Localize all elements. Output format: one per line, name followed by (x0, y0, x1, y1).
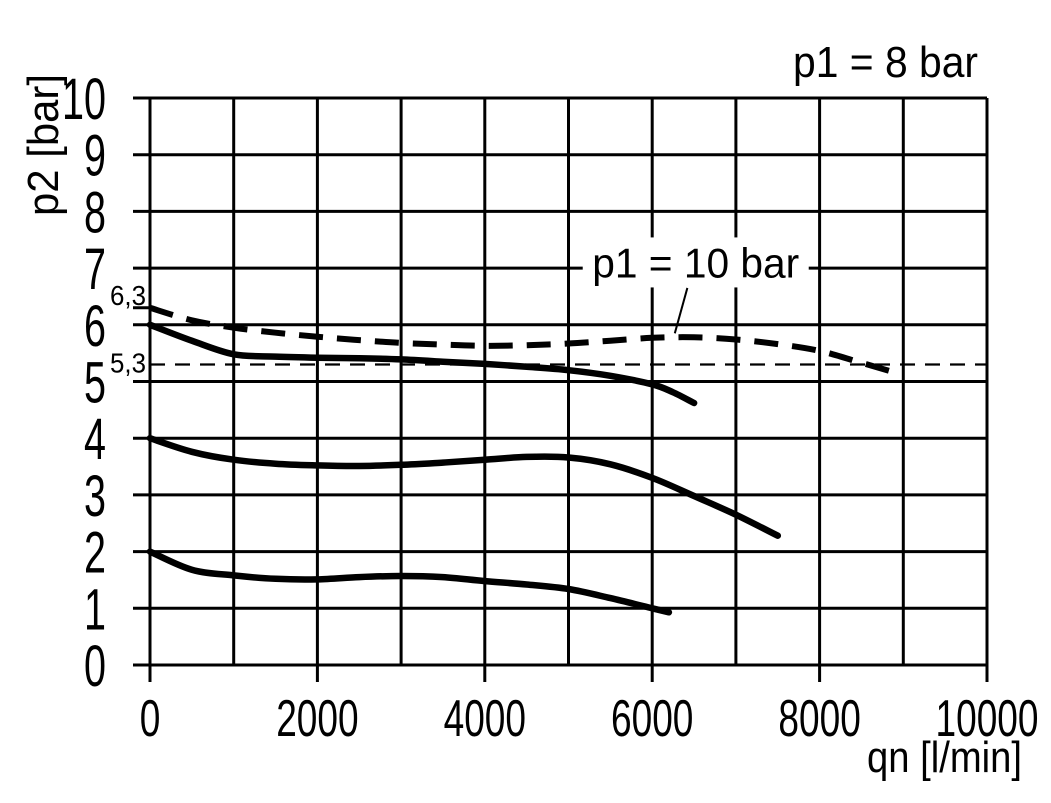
series-curve-p1-10-bar (149, 304, 892, 375)
annotation-leader-line (673, 287, 689, 334)
grid-lines (148, 96, 989, 667)
data-curves (146, 304, 892, 616)
y-extra-label: 6,3 (110, 280, 146, 311)
x-axis-title: qn [l/min] (867, 733, 1022, 782)
y-tick-label: 3 (84, 464, 106, 529)
y-tick-label: 9 (84, 124, 106, 189)
x-tick-label: 2000 (276, 690, 358, 748)
axis-ticks (133, 96, 989, 682)
x-tick-label: 6000 (611, 690, 693, 748)
y-tick-label: 4 (84, 407, 106, 472)
y-axis-title: p2 [bar] (19, 74, 68, 216)
y-tick-label: 0 (84, 634, 106, 699)
y-tick-label: 6 (84, 294, 106, 359)
x-tick-label: 8000 (778, 690, 860, 748)
series-curve-curve-4bar (146, 434, 782, 539)
y-tick-label: 1 (84, 577, 106, 642)
x-tick-label: 4000 (444, 690, 526, 748)
y-extra-label: 5,3 (110, 347, 146, 378)
x-tick-label: 10000 (936, 690, 1039, 748)
x-tick-label: 0 (140, 690, 161, 748)
annotation-label-background (582, 237, 809, 288)
y-tick-label: 8 (84, 180, 106, 245)
series-curve-curve-6bar (146, 321, 698, 407)
y-tick-label: 7 (84, 237, 106, 302)
annotation-label: p1 = 10 bar (592, 239, 799, 286)
series-curve-curve-2bar (146, 548, 673, 616)
y-tick-label: 2 (84, 521, 106, 586)
y-tick-label: 10 (62, 67, 106, 132)
annotation-p1-10bar: p1 = 10 bar (582, 237, 809, 334)
y-tick-label: 5 (84, 351, 106, 416)
chart-title: p1 = 8 bar (793, 38, 978, 87)
